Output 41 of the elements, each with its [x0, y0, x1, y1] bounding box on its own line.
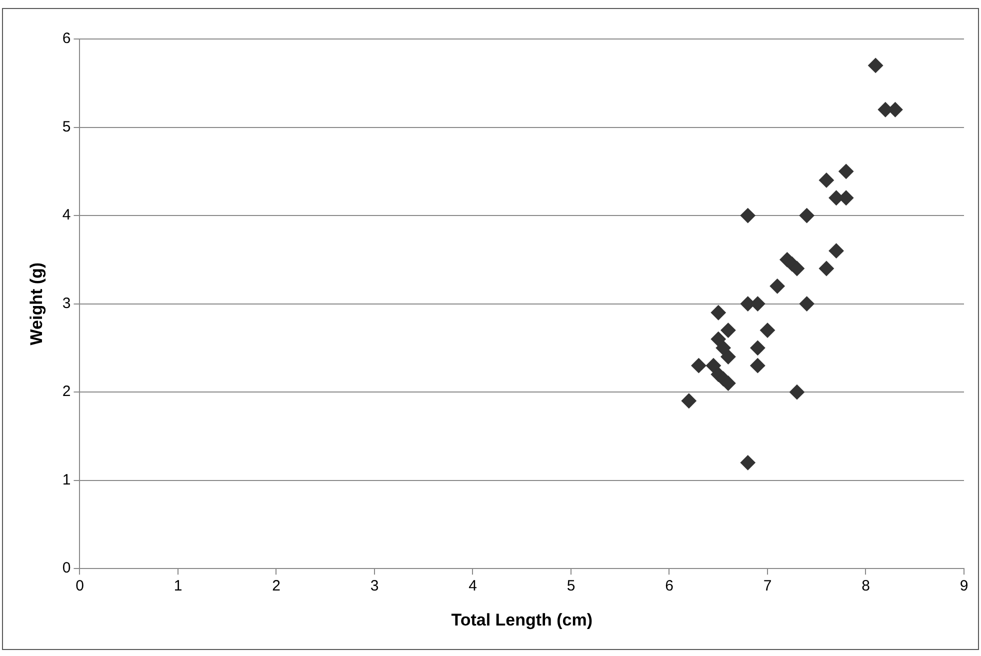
x-tick-label: 8 — [862, 578, 870, 595]
point — [710, 332, 726, 347]
point — [710, 305, 726, 320]
x-tick-label: 9 — [960, 578, 968, 595]
y-tick-label: 2 — [62, 383, 71, 400]
point — [740, 208, 756, 224]
x-tick-label: 4 — [468, 578, 477, 595]
point — [770, 278, 785, 294]
point — [716, 340, 731, 356]
x-tick-label: 2 — [272, 578, 280, 595]
point — [838, 164, 854, 179]
point — [720, 349, 736, 364]
point — [818, 260, 834, 276]
y-tick-label: 4 — [62, 206, 71, 224]
point — [760, 322, 775, 338]
point — [706, 358, 721, 374]
point — [868, 58, 884, 73]
x-tick-label: 3 — [370, 578, 379, 595]
point — [691, 358, 706, 374]
point — [818, 172, 834, 188]
y-axis-title: Weight (g) — [26, 262, 46, 346]
x-tick-label: 5 — [566, 578, 576, 595]
y-tick-label: 5 — [62, 118, 71, 136]
point — [681, 393, 696, 408]
y-tick-label: 0 — [62, 560, 71, 577]
x-axis-title: Total Length (cm) — [451, 610, 593, 630]
point — [828, 243, 844, 258]
x-tick-label: 7 — [763, 578, 772, 595]
point — [750, 358, 766, 374]
x-tick-label: 6 — [665, 578, 674, 595]
y-tick-label: 1 — [62, 471, 71, 488]
point — [740, 455, 756, 470]
point — [720, 322, 736, 338]
point — [789, 384, 804, 400]
point — [750, 340, 766, 356]
y-tick-label: 6 — [62, 30, 71, 48]
point — [799, 208, 814, 224]
x-tick-label: 0 — [76, 578, 84, 595]
x-tick-label: 1 — [174, 578, 182, 595]
y-tick-label: 3 — [62, 294, 71, 312]
point — [799, 296, 814, 312]
